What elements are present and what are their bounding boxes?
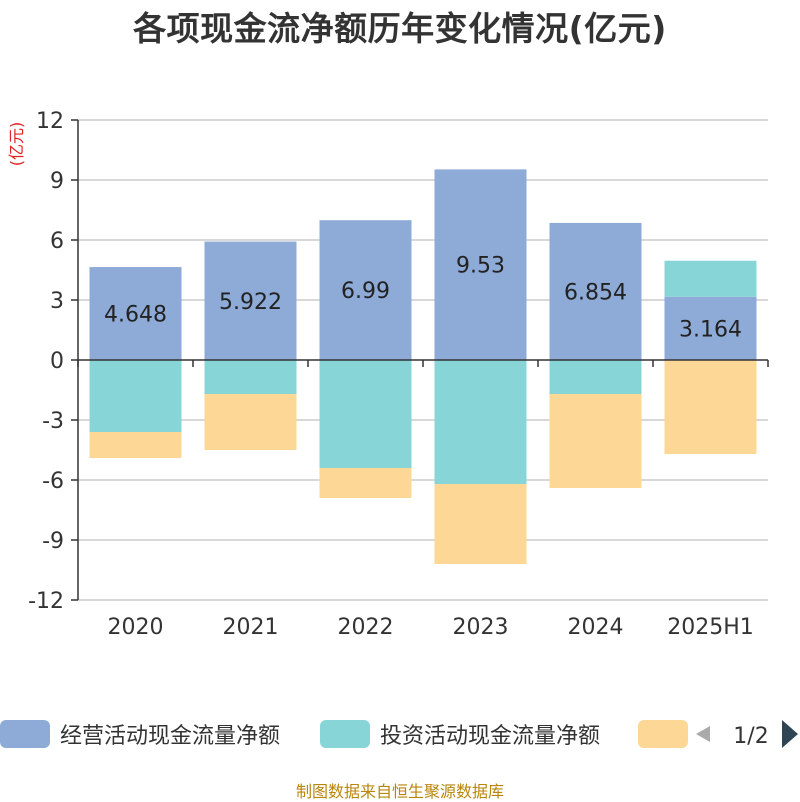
bar-2024-series-1[interactable]	[549, 222, 642, 360]
y-tick-label: -6	[42, 469, 64, 494]
x-tick-label: 2023	[453, 615, 509, 640]
bar-2025H1-series-3[interactable]	[664, 360, 757, 454]
x-tick-label: 2022	[338, 615, 394, 640]
pager-next-icon[interactable]	[782, 720, 798, 748]
legend-label[interactable]: 经营活动现金流量净额	[60, 724, 280, 749]
data-label: 4.648	[104, 303, 167, 328]
bar-2023-series-2[interactable]	[434, 360, 527, 484]
y-tick-label: 6	[50, 229, 64, 254]
y-tick-label: 12	[36, 109, 64, 134]
legend-swatch[interactable]	[320, 720, 370, 748]
y-tick-label: 0	[50, 349, 64, 374]
bar-2022-series-2[interactable]	[319, 360, 412, 468]
legend-swatch[interactable]	[638, 720, 688, 748]
bar-2022-series-3[interactable]	[319, 468, 412, 498]
legend-swatch[interactable]	[0, 720, 50, 748]
bar-2021-series-1[interactable]	[204, 241, 297, 360]
legend: 经营活动现金流量净额 投资活动现金流量净额 1/2	[0, 720, 798, 749]
bar-2021-series-3[interactable]	[204, 394, 297, 450]
y-tick-label: -3	[42, 409, 64, 434]
bar-series	[89, 169, 757, 564]
pager-count: 1/2	[733, 724, 768, 749]
data-label: 6.99	[341, 279, 390, 304]
x-tick-label: 2025H1	[667, 615, 754, 640]
x-tick-label: 2020	[108, 615, 164, 640]
x-tick-label: 2021	[223, 615, 279, 640]
x-tick-label: 2024	[568, 615, 624, 640]
bar-2020-series-3[interactable]	[89, 432, 182, 458]
bar-2024-series-3[interactable]	[549, 394, 642, 488]
bar-2020-series-1[interactable]	[89, 267, 182, 360]
data-labels: 4.648 5.922 6.99 9.53 6.854 3.164	[104, 254, 742, 343]
chart-title: 各项现金流净额历年变化情况(亿元)	[133, 9, 667, 48]
data-label: 6.854	[564, 280, 627, 305]
y-tick-label: -9	[42, 529, 64, 554]
axes: 12 9 6 3 0 -3 -6 -9 -12 (亿元) 2020 2021 2022 2023 2024 2…	[7, 109, 769, 640]
y-axis-title: (亿元)	[7, 122, 26, 167]
data-label: 5.922	[219, 290, 282, 315]
grid-lines	[78, 119, 768, 601]
bar-2024-series-2[interactable]	[549, 360, 642, 394]
bar-2023-series-3[interactable]	[434, 484, 527, 564]
pager-prev-icon[interactable]	[696, 726, 710, 742]
data-label: 9.53	[456, 254, 505, 279]
bar-2022-series-1[interactable]	[319, 220, 412, 360]
y-tick-label: -12	[28, 589, 64, 614]
bar-2021-series-2[interactable]	[204, 360, 297, 394]
bar-2025H1-series-1[interactable]	[664, 296, 757, 360]
bar-2020-series-2[interactable]	[89, 360, 182, 432]
data-label: 3.164	[679, 317, 742, 342]
legend-label[interactable]: 投资活动现金流量净额	[380, 724, 600, 749]
y-tick-label: 3	[50, 289, 64, 314]
source-note: 制图数据来自恒生聚源数据库	[295, 782, 504, 801]
bar-2023-series-1[interactable]	[434, 169, 527, 360]
bar-2025H1-series-2[interactable]	[664, 260, 757, 297]
y-tick-label: 9	[50, 169, 64, 194]
